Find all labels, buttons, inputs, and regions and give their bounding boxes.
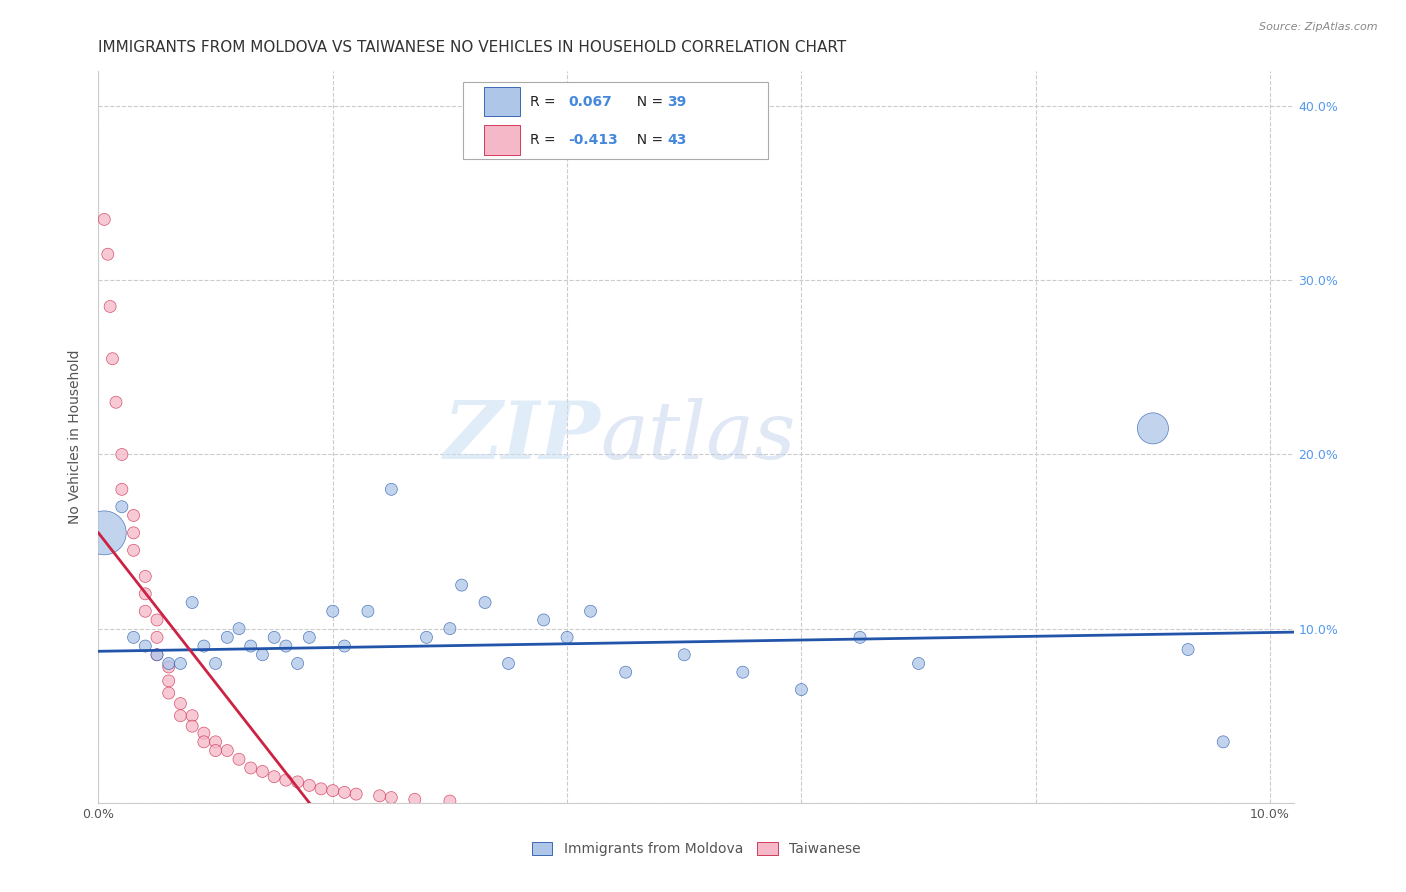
Legend: Immigrants from Moldova, Taiwanese: Immigrants from Moldova, Taiwanese bbox=[526, 836, 866, 862]
Text: R =: R = bbox=[530, 95, 560, 109]
FancyBboxPatch shape bbox=[485, 87, 520, 116]
Text: 43: 43 bbox=[668, 133, 686, 147]
Point bbox=[287, 657, 309, 671]
Point bbox=[157, 686, 180, 700]
Point bbox=[239, 761, 262, 775]
Point bbox=[380, 790, 402, 805]
Point bbox=[204, 743, 226, 757]
Text: IMMIGRANTS FROM MOLDOVA VS TAIWANESE NO VEHICLES IN HOUSEHOLD CORRELATION CHART: IMMIGRANTS FROM MOLDOVA VS TAIWANESE NO … bbox=[98, 40, 846, 55]
Point bbox=[157, 673, 180, 688]
Point bbox=[193, 726, 215, 740]
Point bbox=[1142, 421, 1164, 435]
Point bbox=[93, 212, 115, 227]
Text: Source: ZipAtlas.com: Source: ZipAtlas.com bbox=[1260, 22, 1378, 32]
Point bbox=[157, 660, 180, 674]
Point bbox=[673, 648, 696, 662]
Point bbox=[474, 595, 496, 609]
Point bbox=[287, 775, 309, 789]
Point bbox=[228, 752, 250, 766]
Point bbox=[298, 778, 321, 792]
Point bbox=[322, 783, 344, 797]
Point bbox=[122, 508, 145, 523]
Point bbox=[579, 604, 602, 618]
Point bbox=[134, 569, 156, 583]
Point bbox=[1177, 642, 1199, 657]
Point bbox=[274, 773, 297, 788]
Point bbox=[157, 657, 180, 671]
Point bbox=[298, 631, 321, 645]
Point bbox=[193, 639, 215, 653]
Point bbox=[344, 787, 367, 801]
Point bbox=[274, 639, 297, 653]
Text: 0.067: 0.067 bbox=[568, 95, 612, 109]
Y-axis label: No Vehicles in Household: No Vehicles in Household bbox=[69, 350, 83, 524]
Point bbox=[217, 631, 239, 645]
Point bbox=[849, 631, 872, 645]
Point bbox=[169, 657, 191, 671]
Point bbox=[105, 395, 128, 409]
Point bbox=[146, 613, 169, 627]
Point bbox=[263, 631, 285, 645]
Text: -0.413: -0.413 bbox=[568, 133, 617, 147]
Point bbox=[169, 697, 191, 711]
Point bbox=[134, 587, 156, 601]
Point bbox=[169, 708, 191, 723]
Point bbox=[122, 631, 145, 645]
Point bbox=[239, 639, 262, 653]
Point bbox=[228, 622, 250, 636]
Point bbox=[333, 639, 356, 653]
FancyBboxPatch shape bbox=[463, 82, 768, 159]
Point bbox=[907, 657, 929, 671]
Point bbox=[111, 483, 134, 497]
Point bbox=[1212, 735, 1234, 749]
Point bbox=[404, 792, 426, 806]
Point bbox=[146, 631, 169, 645]
Point bbox=[217, 743, 239, 757]
Point bbox=[181, 595, 204, 609]
Point bbox=[97, 247, 120, 261]
Text: atlas: atlas bbox=[600, 399, 796, 475]
Text: R =: R = bbox=[530, 133, 560, 147]
Point bbox=[146, 648, 169, 662]
Point bbox=[309, 781, 332, 796]
Text: 39: 39 bbox=[668, 95, 686, 109]
Point bbox=[415, 631, 437, 645]
FancyBboxPatch shape bbox=[485, 125, 520, 154]
Point bbox=[357, 604, 380, 618]
Point bbox=[134, 639, 156, 653]
Text: N =: N = bbox=[628, 95, 668, 109]
Point bbox=[111, 448, 134, 462]
Point bbox=[790, 682, 813, 697]
Point bbox=[193, 735, 215, 749]
Point bbox=[93, 525, 115, 540]
Point bbox=[111, 500, 134, 514]
Point bbox=[101, 351, 124, 366]
Point bbox=[181, 708, 204, 723]
Text: N =: N = bbox=[628, 133, 668, 147]
Point bbox=[614, 665, 637, 680]
Point bbox=[380, 483, 402, 497]
Point bbox=[181, 719, 204, 733]
Point bbox=[368, 789, 391, 803]
Point bbox=[439, 622, 461, 636]
Point bbox=[98, 300, 121, 314]
Point bbox=[134, 604, 156, 618]
Point bbox=[555, 631, 578, 645]
Point bbox=[252, 648, 274, 662]
Point bbox=[533, 613, 555, 627]
Point bbox=[450, 578, 472, 592]
Point bbox=[122, 525, 145, 540]
Point bbox=[122, 543, 145, 558]
Point bbox=[439, 794, 461, 808]
Point bbox=[263, 770, 285, 784]
Text: ZIP: ZIP bbox=[443, 399, 600, 475]
Point bbox=[204, 735, 226, 749]
Point bbox=[333, 785, 356, 799]
Point bbox=[322, 604, 344, 618]
Point bbox=[204, 657, 226, 671]
Point bbox=[731, 665, 754, 680]
Point bbox=[252, 764, 274, 779]
Point bbox=[498, 657, 520, 671]
Point bbox=[146, 648, 169, 662]
